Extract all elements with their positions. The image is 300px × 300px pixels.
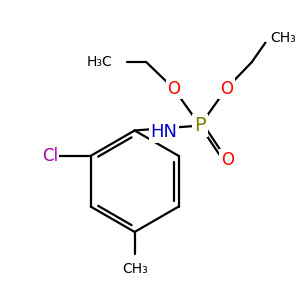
- Text: CH₃: CH₃: [270, 31, 296, 45]
- Text: H₃C: H₃C: [86, 55, 112, 69]
- Text: HN: HN: [150, 123, 177, 141]
- Text: Cl: Cl: [42, 147, 58, 165]
- Text: CH₃: CH₃: [122, 262, 148, 276]
- Text: P: P: [194, 116, 206, 135]
- Text: O: O: [167, 80, 180, 98]
- Text: O: O: [221, 151, 234, 169]
- Text: O: O: [220, 80, 233, 98]
